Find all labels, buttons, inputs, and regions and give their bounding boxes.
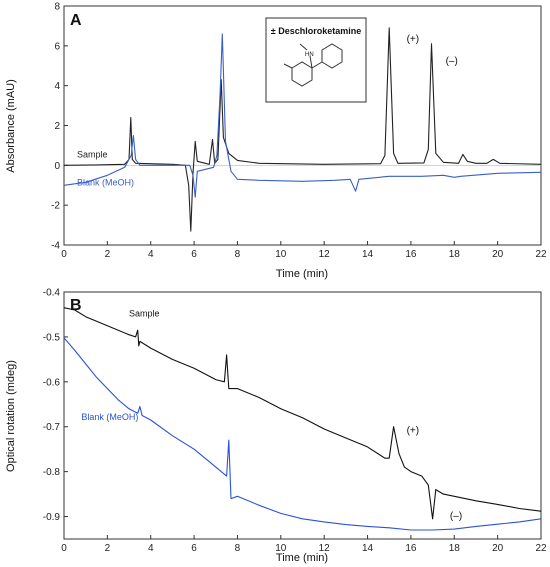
panel-a-ytick-label: 8 [54,2,60,13]
panel-a-ytick-label: -2 [51,201,60,212]
panel-b-xtick-label: 0 [61,543,67,554]
panel-a-ytick-label: 6 [54,41,60,52]
panel-a-xtick-label: 16 [405,249,417,260]
panel-b-series: Sample Blank (MeOH) [63,307,542,531]
panel-a: A 0 2 4 6 8 10 12 14 16 18 20 22 -4 -2 0 2 4 6 8 Time (min… [5,2,547,281]
panel-b-series-line-1 [63,337,542,531]
panel-a-series-line-1 [63,33,542,198]
panel-a-peak-annotation: (+) [407,34,420,45]
panel-b-label: B [70,297,82,314]
panel-a-ytick-label: 0 [54,161,60,172]
panel-b-xtick-label: 12 [319,543,331,554]
panel-a-ytick-label: 4 [54,81,60,92]
panel-a-annotations: (+) (–) [407,34,458,67]
panel-a-xtick-label: 22 [535,249,547,260]
panel-b-ylabel: Optical rotation (mdeg) [5,360,17,472]
panel-a-ylabel: Absorbance (mAU) [5,79,17,173]
panel-b-xtick-label: 2 [105,543,111,554]
panel-a-xtick-label: 4 [148,249,154,260]
panel-a-xtick-label: 0 [61,249,67,260]
panel-b-xtick-label: 22 [535,543,547,554]
panel-a-xtick-label: 2 [105,249,111,260]
structure-inset: ± Deschloroketamine HN [265,17,367,103]
panel-a-peak-annotation: (–) [446,56,458,67]
panel-b-xtick-label: 18 [449,543,461,554]
panel-a-label: A [70,12,82,29]
panel-b-ytick-label: -0.8 [43,467,61,478]
panel-b-series-label-1: Blank (MeOH) [81,412,138,422]
inset-atom-label: HN [305,52,314,58]
molecule-drawing [283,43,343,87]
panel-b-xtick-label: 4 [148,543,154,554]
panel-b-series-line-0 [63,307,542,520]
panel-a-series-label-0: Sample [77,149,108,159]
panel-b-peak-annotation: (–) [450,511,462,522]
carbonyl-bond [283,63,293,69]
panel-a-xlabel: Time (min) [276,268,328,280]
inset-frame [265,17,367,103]
amine-bond [309,55,313,69]
panel-b-series-label-0: Sample [129,309,160,319]
panel-a-xtick-label: 10 [275,249,287,260]
panel-b-xtick-label: 16 [405,543,417,554]
panel-b-frame [63,291,542,540]
inset-title: ± Deschloroketamine [271,26,361,36]
panel-a-series-line-0 [63,27,542,232]
panel-b-peak-annotation: (+) [407,425,420,436]
panel-b-xlabel: Time (min) [276,552,328,564]
panel-a-series: Sample Blank (MeOH) [63,27,542,232]
panel-b-ytick-label: -0.7 [43,422,61,433]
cyclohexanone-ring [291,61,313,87]
panel-b-ytick-label: -0.4 [43,288,61,299]
panel-b-xtick-label: 8 [235,543,241,554]
panel-b-xtick-label: 6 [191,543,197,554]
panel-b-annotations: (+) (–) [407,425,463,521]
panel-a-series-label-1: Blank (MeOH) [77,177,134,187]
methyl-bond [299,43,308,51]
panel-a-ytick-label: 2 [54,121,60,132]
panel-a-xtick-label: 6 [191,249,197,260]
panel-b-axes: 0 2 4 6 8 10 12 14 16 18 20 22 -0.9 -0.8 -0.7 -0.6 -0.5 -… [43,288,547,555]
panel-a-xtick-label: 8 [235,249,241,260]
panel-b-xtick-label: 14 [362,543,374,554]
panel-b-xtick-label: 10 [275,543,287,554]
panel-a-ytick-label: -4 [51,241,60,252]
panel-a-xtick-label: 18 [449,249,461,260]
panel-a-xtick-label: 12 [319,249,331,260]
panel-a-xtick-label: 14 [362,249,374,260]
panel-b: B 0 2 4 6 8 10 12 14 16 18 20 22 -0.9 -0.8 -0.7 -0.6 -0.… [5,288,547,565]
phenyl-ring [321,43,343,69]
panel-a-xtick-label: 20 [492,249,504,260]
panel-b-xtick-label: 20 [492,543,504,554]
panel-b-ytick-label: -0.9 [43,512,61,523]
panel-b-ytick-label: -0.6 [43,377,61,388]
phenyl-bond [311,61,323,69]
panel-b-ytick-label: -0.5 [43,332,61,343]
